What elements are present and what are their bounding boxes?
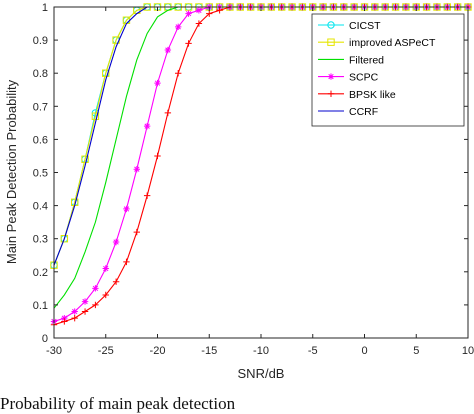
data-point <box>143 192 151 199</box>
legend-label: SCPC <box>349 72 379 84</box>
legend-swatch-marker <box>327 90 335 97</box>
y-tick-label: 0.5 <box>33 168 48 180</box>
y-tick-label: 0.7 <box>33 101 48 113</box>
data-point <box>154 79 161 87</box>
data-point <box>81 308 89 315</box>
y-tick-label: 1 <box>42 2 48 14</box>
data-point <box>195 20 203 27</box>
data-point <box>102 69 110 77</box>
data-point <box>216 7 223 14</box>
y-tick-label: 0.1 <box>33 300 48 312</box>
legend-label: BPSK like <box>349 89 396 101</box>
data-point <box>154 152 161 160</box>
legend-swatch-marker <box>327 38 335 46</box>
data-point <box>61 314 68 322</box>
x-tick-label: -20 <box>150 345 166 357</box>
legend-swatch-marker <box>327 73 335 80</box>
data-point <box>112 238 120 246</box>
x-tick-label: 5 <box>413 345 419 357</box>
legend-box <box>311 13 465 127</box>
data-point <box>185 10 192 17</box>
x-axis-ticks: -30 -25 -20 -15 -10 -5 0 5 10 <box>46 7 474 357</box>
y-tick-label: 0.8 <box>33 68 48 80</box>
x-tick-label: -30 <box>46 345 62 357</box>
data-point <box>133 165 140 173</box>
y-tick-label: 0.4 <box>33 201 48 213</box>
data-point <box>206 10 213 17</box>
data-point <box>60 235 69 243</box>
data-point <box>143 122 151 130</box>
legend-label: improved ASPeCT <box>349 37 436 49</box>
y-tick-label: 0.3 <box>33 234 48 246</box>
data-point <box>102 265 109 272</box>
y-axis-label: Main Peak Detection Probability <box>4 79 19 264</box>
legend-label: CICST <box>349 20 381 32</box>
line-chart: -30 -25 -20 -15 -10 -5 0 5 10 0 0.1 0.2 0.3 0.4 0.5 0.… <box>4 2 474 381</box>
x-tick-label: 0 <box>361 345 367 357</box>
y-tick-label: 0.6 <box>33 134 48 146</box>
legend-label: Filtered <box>349 54 384 66</box>
x-tick-label: -10 <box>253 345 269 357</box>
y-tick-label: 0.9 <box>33 35 48 47</box>
data-point <box>112 278 120 285</box>
y-tick-label: 0.2 <box>33 267 48 279</box>
data-point <box>123 258 130 266</box>
data-point <box>175 70 182 77</box>
y-axis-ticks: 0 0.1 0.2 0.3 0.4 0.5 0.6 0.7 0.8 0.9 1 <box>33 2 468 345</box>
data-point <box>102 291 109 299</box>
legend-label: CCRF <box>349 106 378 118</box>
data-point <box>92 301 99 309</box>
data-point <box>185 40 192 47</box>
figure-caption: Probability of main peak detection <box>0 394 236 413</box>
x-tick-label: -15 <box>201 345 217 357</box>
data-point <box>81 298 89 305</box>
data-point <box>71 308 78 315</box>
data-point <box>61 318 68 325</box>
legend-swatch-marker <box>327 21 335 29</box>
x-tick-label: -25 <box>98 345 114 357</box>
data-point <box>91 112 100 120</box>
data-point <box>164 109 172 117</box>
data-point <box>71 314 78 322</box>
data-point <box>81 155 89 163</box>
data-point <box>175 23 182 31</box>
data-point <box>133 228 140 236</box>
data-point <box>164 46 172 54</box>
data-point <box>195 7 203 14</box>
x-axis-label: SNR/dB <box>238 366 285 381</box>
x-tick-label: -5 <box>308 345 318 357</box>
data-point <box>92 285 99 292</box>
legend: CICST improved ASPeCT Filtered SCPC BPSK lik… <box>311 13 465 127</box>
data-point <box>123 205 130 213</box>
y-tick-label: 0 <box>42 333 48 345</box>
x-tick-label: 10 <box>462 345 474 357</box>
